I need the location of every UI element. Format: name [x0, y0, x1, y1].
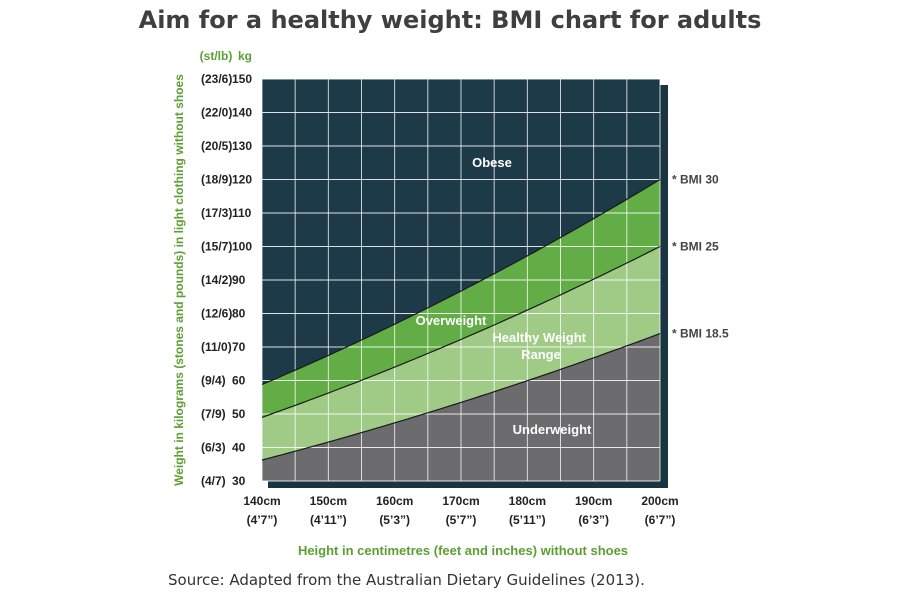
x-axis-label: Height in centimetres (feet and inches) …	[298, 543, 628, 558]
x-tick-sublabel: (4’11”)	[310, 513, 347, 527]
bmi-curve-line	[261, 245, 661, 418]
source-note: Source: Adapted from the Australian Diet…	[168, 571, 645, 589]
y-tick-label: 100	[232, 240, 252, 254]
y-tick-label: 150	[232, 72, 252, 86]
bmi-curves	[261, 178, 661, 461]
y-tick-labels: 150(23/6)140(22/0)130(20/5)120(18/9)110(…	[201, 72, 252, 488]
grid-lines	[261, 78, 661, 482]
y-tick-stlb-label: (7/9)	[201, 407, 226, 421]
x-tick-label: 160cm	[376, 494, 413, 508]
y-tick-label: 130	[232, 139, 252, 153]
zone-label-obese: Obese	[472, 155, 512, 170]
x-tick-sublabel: (6’7”)	[645, 513, 676, 527]
y-tick-label: 140	[232, 106, 252, 120]
y-tick-label: 80	[232, 307, 246, 321]
y-tick-stlb-label: (11/0)	[201, 340, 232, 354]
y-unit-secondary: (st/lb)	[200, 49, 233, 63]
x-tick-sublabel: (5’7”)	[446, 513, 477, 527]
x-tick-sublabel: (5’11”)	[509, 513, 546, 527]
y-tick-stlb-label: (23/6)	[201, 72, 232, 86]
y-tick-label: 50	[232, 407, 246, 421]
bmi-reference-label: * BMI 25	[672, 240, 719, 254]
y-axis-label: Weight in kilograms (stones and pounds) …	[172, 74, 186, 486]
x-tick-label: 150cm	[310, 494, 347, 508]
y-tick-label: 60	[232, 374, 246, 388]
bmi-reference-labels: * BMI 30 * BMI 25 * BMI 18.5	[672, 173, 729, 341]
y-tick-label: 120	[232, 173, 252, 187]
x-tick-sublabel: (4’7”)	[247, 513, 278, 527]
bmi-curve-line	[261, 333, 661, 461]
y-tick-stlb-label: (15/7)	[201, 240, 232, 254]
x-tick-sublabel: (6’3”)	[578, 513, 609, 527]
bmi-reference-label: * BMI 30	[672, 173, 719, 187]
y-unit-primary: kg	[238, 49, 252, 63]
x-tick-label: 190cm	[575, 494, 612, 508]
x-tick-label: 200cm	[641, 494, 678, 508]
y-tick-label: 90	[232, 273, 246, 287]
y-tick-label: 30	[232, 474, 246, 488]
zone-label-healthy: Healthy Weight Range	[492, 330, 589, 362]
x-tick-label: 140cm	[243, 494, 280, 508]
bmi-reference-label: * BMI 18.5	[672, 327, 729, 341]
y-tick-stlb-label: (12/6)	[201, 307, 232, 321]
zone-label-overweight: Overweight	[416, 313, 487, 328]
y-tick-stlb-label: (17/3)	[201, 206, 232, 220]
y-tick-stlb-label: (4/7)	[201, 474, 226, 488]
zone-label-underweight: Underweight	[513, 422, 592, 437]
chart-title: Aim for a healthy weight: BMI chart for …	[138, 6, 762, 34]
x-tick-labels: 140cm (4’7”) 150cm (4’11”) 160cm (5’3”) 170cm (…	[243, 494, 678, 527]
y-tick-stlb-label: (9/4)	[201, 374, 226, 388]
y-tick-label: 40	[232, 441, 246, 455]
y-tick-stlb-label: (22/0)	[201, 106, 232, 120]
y-tick-stlb-label: (20/5)	[201, 139, 232, 153]
x-tick-sublabel: (5’3”)	[379, 513, 410, 527]
y-tick-stlb-label: (18/9)	[201, 173, 232, 187]
y-tick-label: 70	[232, 340, 246, 354]
x-tick-label: 170cm	[442, 494, 479, 508]
x-tick-label: 180cm	[509, 494, 546, 508]
y-tick-label: 110	[232, 206, 252, 220]
bmi-curve-line	[261, 178, 661, 386]
y-tick-stlb-label: (6/3)	[201, 441, 226, 455]
y-tick-stlb-label: (14/2)	[201, 273, 232, 287]
